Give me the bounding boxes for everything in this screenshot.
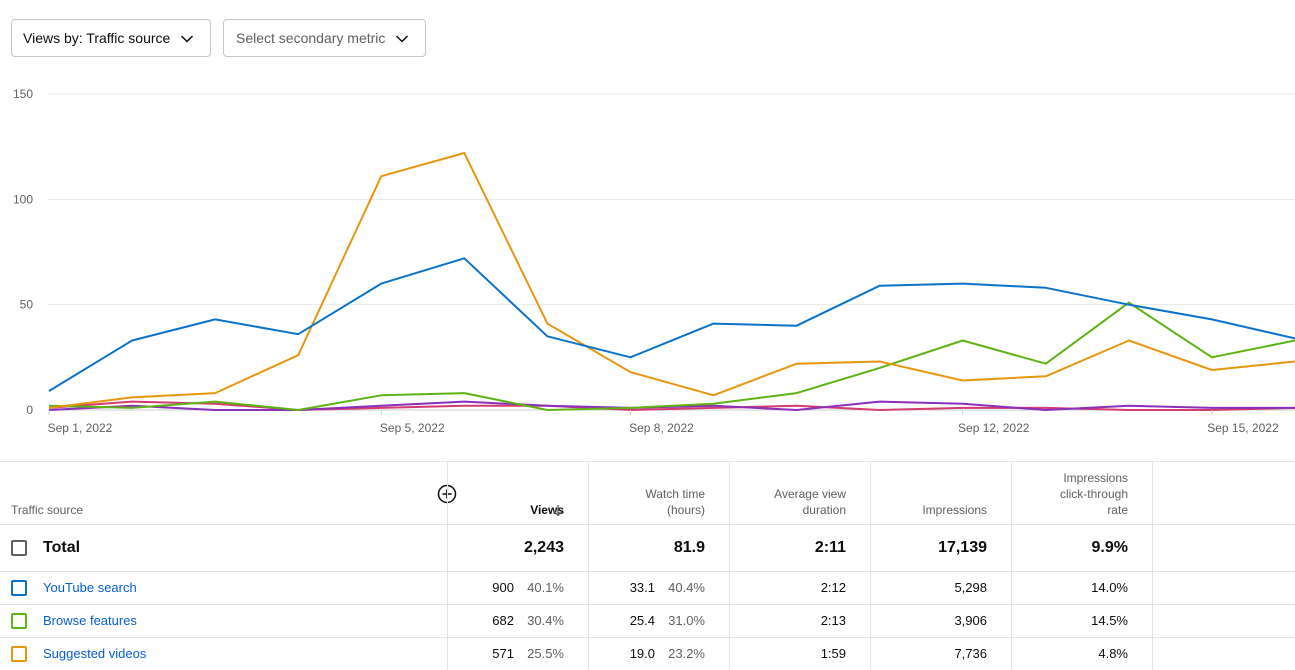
- total-ctr: 9.9%: [1091, 539, 1128, 556]
- column-divider: [729, 462, 730, 670]
- row-divider: [0, 637, 1295, 638]
- header-views[interactable]: Views: [447, 502, 588, 518]
- total-label: Total: [43, 539, 81, 556]
- header-watch-time-line1: Watch time: [645, 487, 705, 501]
- column-divider: [870, 462, 871, 670]
- column-divider: [1152, 462, 1153, 670]
- secondary-metric-placeholder: Select secondary metric: [236, 30, 386, 46]
- row-checkbox[interactable]: [11, 646, 27, 662]
- traffic-source-link[interactable]: YouTube search: [43, 580, 137, 595]
- row-views: 571: [492, 646, 514, 661]
- row-checkbox[interactable]: [11, 580, 27, 596]
- series-line-2[interactable]: [48, 152, 1295, 409]
- series-line-1[interactable]: [48, 301, 1295, 411]
- header-ctr-line3: rate: [1107, 503, 1128, 517]
- row-divider: [0, 604, 1295, 605]
- table-row: Browse features 682 30.4% 25.4 31.0% 2:1…: [0, 605, 1295, 637]
- row-views-pct: 40.1%: [527, 580, 564, 595]
- x-tick-label: Sep 5, 2022: [380, 421, 445, 435]
- table-row-total: Total 2,243 81.9 2:11 17,139 9.9%: [0, 525, 1295, 571]
- chevron-down-icon: [395, 35, 409, 43]
- x-tick-label: Sep 15, 2022: [1207, 421, 1279, 435]
- header-avg-view-duration[interactable]: Average view duration: [729, 486, 870, 518]
- series-line-0[interactable]: [48, 257, 1295, 392]
- x-tick-label: Sep 8, 2022: [629, 421, 694, 435]
- row-ctr: 14.0%: [1091, 580, 1128, 595]
- header-ctr[interactable]: Impressions click-through rate: [1011, 470, 1152, 518]
- row-impressions: 7,736: [954, 646, 987, 661]
- row-avg-view-duration: 2:13: [820, 613, 846, 628]
- y-tick-label: 100: [13, 192, 33, 206]
- row-views-pct: 30.4%: [527, 613, 564, 628]
- header-ctr-line2: click-through: [1059, 487, 1128, 501]
- row-ctr: 14.5%: [1091, 613, 1128, 628]
- traffic-source-link[interactable]: Suggested videos: [43, 646, 147, 661]
- header-avd-line2: duration: [802, 503, 846, 517]
- column-divider: [447, 462, 448, 670]
- secondary-metric-dropdown[interactable]: Select secondary metric: [223, 19, 426, 57]
- row-views: 682: [492, 613, 514, 628]
- views-by-label: Views by: Traffic source: [23, 30, 171, 46]
- header-avd-line1: Average view: [774, 487, 846, 501]
- row-watch-pct: 40.4%: [668, 580, 705, 595]
- header-impressions[interactable]: Impressions: [870, 502, 1011, 518]
- row-ctr: 4.8%: [1098, 646, 1128, 661]
- row-checkbox[interactable]: [11, 613, 27, 629]
- table-row: YouTube search 900 40.1% 33.1 40.4% 2:12…: [0, 572, 1295, 604]
- x-tick-label: Sep 12, 2022: [958, 421, 1030, 435]
- column-divider: [588, 462, 589, 670]
- row-views: 900: [492, 580, 514, 595]
- series-line-3[interactable]: [48, 400, 1295, 411]
- header-ctr-line1: Impressions: [1063, 471, 1128, 485]
- row-watch-time: 19.0: [629, 646, 655, 661]
- y-tick-label: 50: [20, 298, 34, 312]
- row-divider: [0, 524, 1295, 525]
- header-impressions-label: Impressions: [922, 503, 987, 517]
- views-by-dropdown[interactable]: Views by: Traffic source: [11, 19, 211, 57]
- total-views: 2,243: [523, 539, 564, 556]
- total-watch-time: 81.9: [673, 539, 705, 556]
- table-header: Traffic source Views Watch time (hours) …: [0, 462, 1295, 524]
- total-checkbox[interactable]: [11, 540, 27, 556]
- traffic-source-link[interactable]: Browse features: [43, 613, 137, 628]
- row-divider: [0, 571, 1295, 572]
- x-tick-label: Sep 1, 2022: [48, 421, 113, 435]
- arrow-down-icon: [553, 505, 563, 517]
- total-avg-view-duration: 2:11: [814, 539, 846, 556]
- chevron-down-icon: [180, 35, 194, 43]
- row-watch-pct: 23.2%: [668, 646, 705, 661]
- table-row: Suggested videos 571 25.5% 19.0 23.2% 1:…: [0, 638, 1295, 670]
- total-impressions: 17,139: [938, 539, 987, 556]
- row-views-pct: 25.5%: [527, 646, 564, 661]
- header-watch-time[interactable]: Watch time (hours): [588, 486, 729, 518]
- views-line-chart: 0 50 100 150 Sep 1, 2022 Sep 5, 2022 Sep 8, 2…: [13, 87, 1295, 435]
- row-impressions: 3,906: [954, 613, 987, 628]
- table-top-border: [0, 461, 1295, 462]
- row-watch-pct: 31.0%: [668, 613, 705, 628]
- series-line-4[interactable]: [48, 400, 1295, 411]
- y-tick-label: 150: [13, 87, 33, 101]
- row-watch-time: 33.1: [629, 580, 655, 595]
- row-avg-view-duration: 2:12: [820, 580, 846, 595]
- row-impressions: 5,298: [954, 580, 987, 595]
- row-avg-view-duration: 1:59: [820, 646, 846, 661]
- y-tick-label: 0: [26, 403, 33, 417]
- column-divider: [1011, 462, 1012, 670]
- header-traffic-source[interactable]: Traffic source: [11, 503, 84, 517]
- row-watch-time: 25.4: [629, 613, 655, 628]
- header-watch-time-line2: (hours): [666, 503, 705, 517]
